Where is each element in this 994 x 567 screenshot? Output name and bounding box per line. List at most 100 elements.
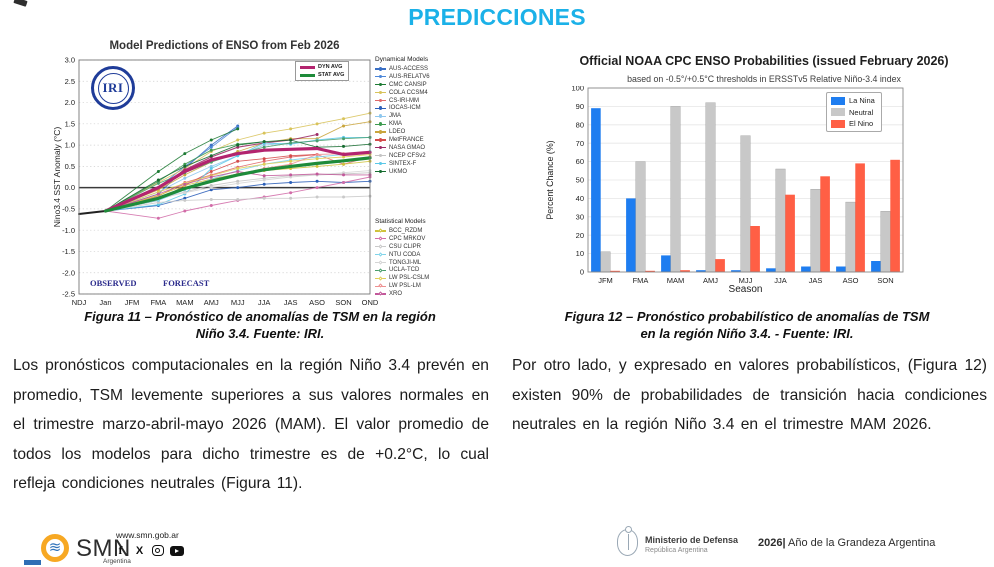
legend-label: NTU CODA [389,251,421,258]
x-tick-label: ASO [309,298,325,307]
series-marker [342,162,346,166]
y-tick-label: 90 [576,102,584,111]
series-marker [209,184,213,188]
legend-label: LW PSL-LM [389,283,421,290]
series-line-DYN AVG [103,146,372,213]
legend-marker [378,145,383,150]
series-marker [262,159,266,163]
series-marker [236,186,240,190]
legend-item: UCLA-TCD [375,266,429,274]
legend-label: CMC CANSIP [389,81,427,88]
y-tick-label: 70 [576,139,584,148]
y-tick-label: 3.0 [65,56,75,65]
series-marker [156,178,160,182]
bar-El Nino-MAM [680,270,690,272]
legend-line [375,244,386,249]
bar-Neutral-MAM [670,106,681,273]
facebook-icon[interactable]: f [118,543,123,557]
y-tick-label: 20 [576,231,584,240]
legend-marker [377,291,383,296]
series-marker [289,173,293,177]
bar-El Nino-FMA [645,270,655,272]
legend-item: NCEP CFSv2 [375,152,430,160]
series-marker [236,181,240,185]
legend-item: AUS-ACCESS [375,65,430,73]
bar-La Nina-JFM [591,108,601,272]
y-tick-label: 80 [576,120,584,129]
legend-marker [378,122,383,126]
x-icon[interactable]: X [135,544,144,557]
legend-item: UKMO [375,168,430,176]
legend-item: SINTEX-F [375,160,430,168]
series-marker [209,198,213,202]
figure-12-caption: Figura 12 – Pronóstico probabilístico de… [516,309,978,342]
series-marker [209,143,213,147]
x-tick-label: JFM [598,276,613,285]
series-marker [236,198,240,202]
observed-label: OBSERVED [90,278,136,288]
forecast-label: FORECAST [163,278,210,288]
series-marker [209,188,213,192]
series-line-KMA [105,141,265,212]
legend-line [375,236,386,241]
legend-label: AUS-RELATV6 [389,73,430,80]
x-tick-label: JAS [809,276,823,285]
legend-line [375,161,386,166]
series-line-STAT AVG [103,156,372,213]
series-marker [183,152,187,156]
fig12-chart-title: Official NOAA CPC ENSO Probabilities (is… [579,54,949,68]
series-marker [342,173,346,177]
series-marker [342,181,346,185]
youtube-icon[interactable] [169,545,184,556]
ministry-subtitle: República Argentina [645,546,708,554]
smn-website-link[interactable]: www.smn.gob.ar [116,530,179,540]
bar-Neutral-JJA [775,168,786,273]
figure-11-caption-line1: Figura 11 – Pronóstico de anomalías de T… [84,309,436,324]
y-tick-label: -2.0 [62,268,75,277]
y-tick-label: 50 [576,176,584,185]
series-marker [236,179,240,183]
bar-La Nina-SON [871,261,881,272]
bar-El Nino-JAS [820,176,830,272]
instagram-icon[interactable] [152,544,164,557]
x-tick-label: FMA [150,298,166,307]
series-marker [262,178,266,182]
smn-wordmark-subtitle: Argentina [103,558,131,565]
legend-line [375,90,386,95]
smn-waves-icon: ≋ [48,538,62,556]
y-tick-label: 1.0 [65,141,75,150]
series-marker [262,140,266,144]
legend-item: MetFRANCE [375,136,430,144]
smn-wordmark: SMN [76,535,131,562]
legend-line [375,169,386,174]
avg-legend-item: STAT AVG [300,72,344,78]
series-marker [315,186,319,190]
legend-item: XRO [375,290,429,298]
series-marker [315,172,319,176]
y-tick-label: 0 [580,268,584,277]
year-motto: 2026| Año de la Grandeza Argentina [758,537,935,549]
series-marker [262,157,266,161]
x-tick-label: MAM [667,276,685,285]
y-tick-label: 40 [576,194,584,203]
series-marker [183,196,187,200]
series-line-LDEO [105,121,371,212]
x-tick-label: FMA [633,276,649,285]
legend-label: IOCAS-ICM [389,105,421,112]
page-title: PREDICCIONES [408,4,586,30]
series-line-CSU CLIPR [105,195,371,212]
series-marker [156,201,160,205]
series-marker [289,154,293,158]
legend-marker [377,236,383,241]
x-tick-label: AMJ [204,298,219,307]
series-marker [156,181,160,185]
legend-line [375,153,386,158]
series-marker [209,145,213,149]
legend-item: IOCAS-ICM [375,104,430,112]
x-tick-label: OND [362,298,379,307]
figure-12-probabilities: Official NOAA CPC ENSO Probabilities (is… [540,52,988,308]
legend-label: CPC MRKOV [389,235,426,242]
y-tick-label: 30 [576,212,584,221]
series-line-Observed [78,210,107,215]
y-tick-label: 60 [576,157,584,166]
